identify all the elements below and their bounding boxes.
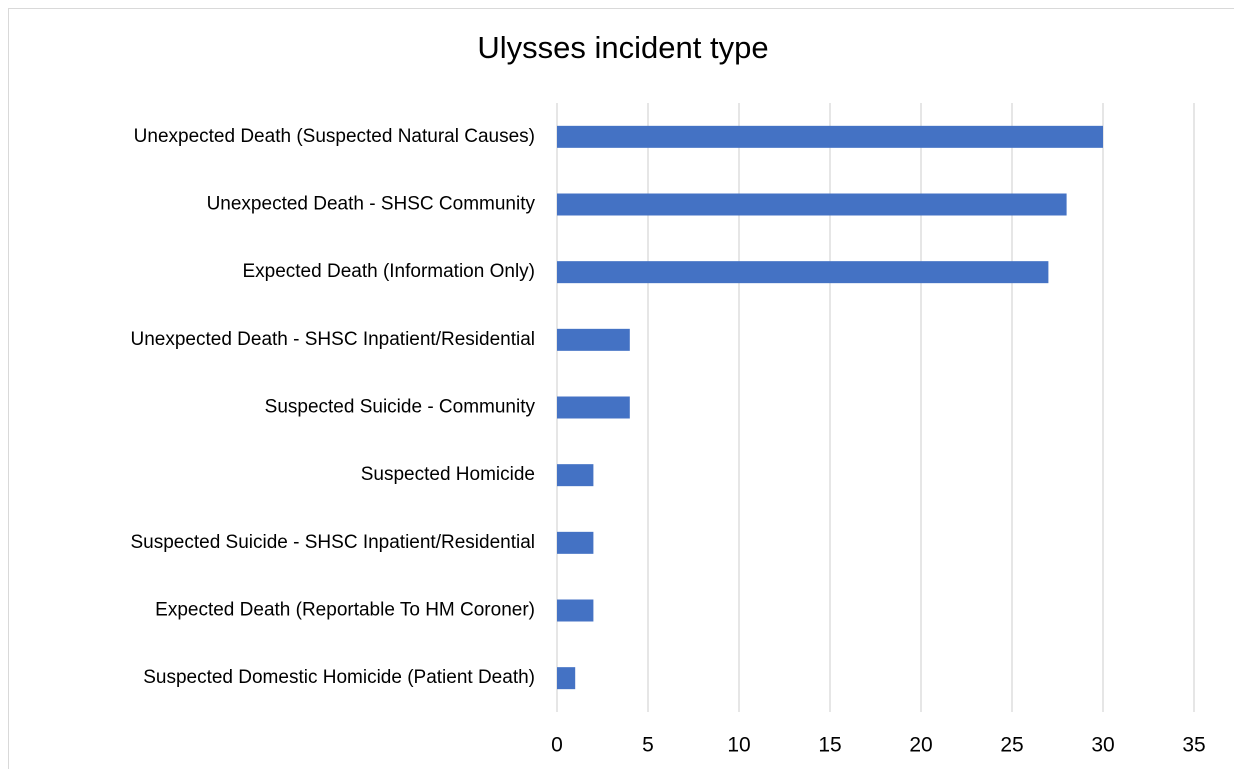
x-tick-label: 5	[642, 734, 654, 757]
bar	[557, 328, 630, 351]
y-tick-label: Suspected Domestic Homicide (Patient Dea…	[143, 667, 535, 688]
y-tick-label: Expected Death (Reportable To HM Coroner…	[155, 600, 535, 621]
x-tick-label: 10	[727, 734, 750, 757]
x-tick-label: 30	[1091, 734, 1114, 757]
bar	[557, 193, 1067, 216]
bar	[557, 599, 594, 622]
y-tick-label: Unexpected Death (Suspected Natural Caus…	[134, 126, 535, 147]
bar	[557, 396, 630, 419]
y-tick-label: Suspected Suicide - SHSC Inpatient/Resid…	[130, 532, 535, 553]
x-tick-label: 15	[818, 734, 841, 757]
chart-border	[8, 8, 1234, 769]
y-tick-label: Expected Death (Information Only)	[242, 261, 535, 282]
y-tick-label: Suspected Homicide	[361, 464, 535, 485]
bar	[557, 261, 1049, 284]
x-tick-label: 20	[909, 734, 932, 757]
chart-title: Ulysses incident type	[477, 30, 768, 65]
bar	[557, 531, 594, 554]
x-tick-label: 35	[1182, 734, 1205, 757]
y-tick-label: Unexpected Death - SHSC Inpatient/Reside…	[130, 329, 535, 350]
bar	[557, 667, 576, 690]
bar	[557, 125, 1103, 148]
x-tick-label: 0	[551, 734, 563, 757]
bar	[557, 464, 594, 487]
x-tick-label: 25	[1000, 734, 1023, 757]
y-tick-label: Suspected Suicide - Community	[265, 397, 536, 418]
y-tick-label: Unexpected Death - SHSC Community	[207, 194, 536, 215]
